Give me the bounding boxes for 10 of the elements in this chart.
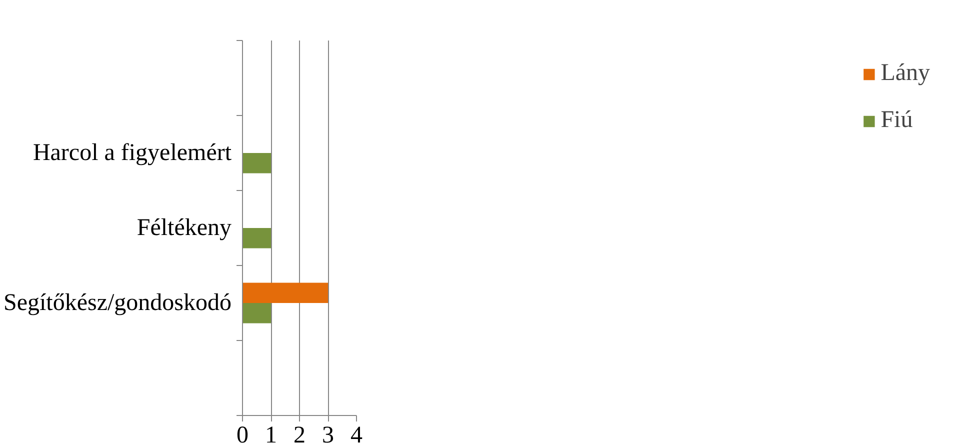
x-tick-label: 0 <box>236 422 248 448</box>
x-tick-label: 3 <box>322 422 334 448</box>
y-tick-label: Féltékeny <box>136 215 232 241</box>
legend-label: Fiú <box>880 107 913 134</box>
x-tick-label: 2 <box>294 422 306 448</box>
x-tick-label: 4 <box>350 422 362 448</box>
x-tick-label: 1 <box>265 422 277 448</box>
y-tick-label: Harcol a figyelemért <box>32 140 232 166</box>
legend-label: Lány <box>880 60 930 87</box>
y-tick-label: Segítőkész/gondoskodó <box>4 290 232 316</box>
